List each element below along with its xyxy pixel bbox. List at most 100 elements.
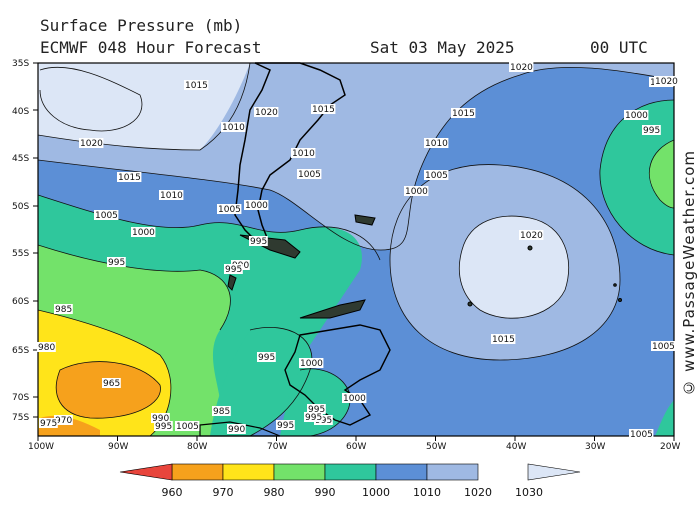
lat-label: 55S [12,249,29,259]
pressure-colorbar: 960 970 980 990 1000 1010 1020 1030 [119,463,581,499]
isobar-label-bg [217,204,242,214]
isobar-label-bg [254,107,279,117]
lat-label: 50S [12,202,29,212]
isobar-label: 995 [250,237,267,247]
isobar-label: 1020 [510,63,533,73]
colorbar-label: 990 [315,486,336,499]
isobar-label-bg [314,415,333,425]
isobar-label-bg [629,429,654,439]
isobar-label-bg [654,76,679,86]
isobar-label: 1010 [222,123,245,133]
lat-label: 75S [12,413,29,423]
isobar-label-bg [509,62,534,72]
isobar-label: 1020 [80,139,103,149]
isobar-labels: 1020 1015 1020 1020 1010 1015 1015 1010 1010 1005… [37,62,679,440]
lon-label: 90W [108,442,128,452]
isobar-label: 980 [38,343,55,353]
isobar-label: 1005 [425,171,448,181]
lat-label: 45S [12,154,29,164]
isobar-label-bg [221,122,246,132]
isobar-label-bg [107,257,126,267]
isobar-label: 995 [305,413,322,423]
isobar-label-bg [311,104,336,114]
isobar-label: 1010 [425,139,448,149]
isobar-label: 1005 [176,422,199,432]
credit-watermark: © www.PassageWeather.com [680,150,698,397]
colorbar-max-arrow [527,463,581,481]
isobar-label: 1015 [492,335,515,345]
isobar-label: 1005 [652,342,675,352]
lon-label: 80W [187,442,207,452]
isobar-label-bg [651,341,676,351]
colorbar-min-arrow [119,463,173,481]
colorbar-segment [273,463,326,481]
colorbar-label: 970 [213,486,234,499]
isobar-label-bg [307,404,326,414]
isobar-label: 995 [108,258,125,268]
colorbar-label: 1030 [515,486,543,499]
colorbar-segment [426,463,479,481]
isobar-label: 1000 [300,359,323,369]
colorbar-segment [222,463,275,481]
forecast-date: Sat 03 May 2025 [370,38,515,57]
isobar-label: 995 [155,422,172,432]
isobar-label: 1015 [452,109,475,119]
isobar-label-bg [249,236,268,246]
colorbar-label: 960 [162,486,183,499]
lat-label: 35S [12,59,29,69]
colorbar-label: 980 [264,486,285,499]
isobar-label: 1005 [218,205,241,215]
isobar-label-bg [244,200,269,210]
pressure-fill-layer [38,63,674,436]
isobar-label: 975 [40,419,57,429]
model-run-label: ECMWF 048 Hour Forecast [40,38,262,57]
lon-label: 40W [506,442,526,452]
isobar-label-bg [299,358,324,368]
isobar-label: 1020 [655,77,678,87]
isobar-label-bg [54,304,73,314]
colorbar-segment [375,463,428,481]
isobar-label: 995 [225,265,242,275]
isobar-label: 1005 [630,430,653,440]
colorbar-label: 1000 [362,486,390,499]
isobar-label: 1020 [255,108,278,118]
isobar-label: 1015 [312,105,335,115]
isobar-label-bg [212,406,231,416]
isobar-label-bg [54,415,73,425]
map-frame [37,62,675,437]
lon-label: 50W [426,442,446,452]
latitude-labels: 35S 40S 45S 50S 55S 60S 65S 70S 75S [12,59,29,423]
isobar-label-bg [102,378,121,388]
isobar-label-bg [79,138,104,148]
isobar-label: 1020 [520,231,543,241]
longitude-labels: 100W 90W 80W 70W 60W 50W 40W 30W 20W [28,442,680,452]
isobar-label-bg [304,412,323,422]
isobar-label: 1015 [185,81,208,91]
colorbar-segment [171,463,224,481]
isobar-label-bg [154,421,173,431]
isobar-label-bg [624,110,649,120]
lat-label: 70S [12,393,29,403]
isobar-label-bg [151,413,170,423]
isobar-label: 1000 [625,111,648,121]
isobar-label-bg [224,264,243,274]
isobar-label-bg [491,334,516,344]
isobar-label: 990 [228,425,245,435]
isobar-label-bg [424,138,449,148]
isobar-label-bg [39,418,58,428]
isobar-label-bg [184,80,209,90]
isobar-label: 965 [103,379,120,389]
isobar-label: 1000 [405,187,428,197]
lon-label: 100W [28,442,54,452]
isobar-label-bg [276,420,295,430]
isobar-label: 1010 [160,191,183,201]
isobar-label-bg [291,148,316,158]
isobar-label-bg [37,342,56,352]
isobar-label-bg [159,190,184,200]
isobar-lines [38,63,674,436]
colorbar-label: 1010 [413,486,441,499]
isobar-label: 985 [55,305,72,315]
isobar-label: 1000 [245,201,268,211]
isobar-label-bg [342,393,367,403]
